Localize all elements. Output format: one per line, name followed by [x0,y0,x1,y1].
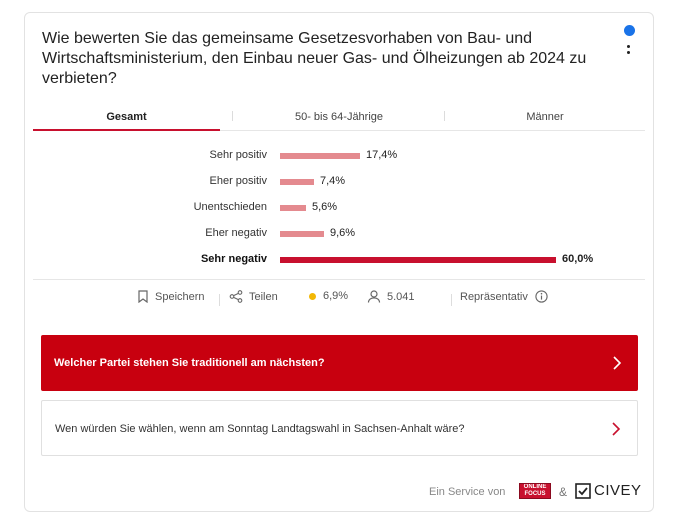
representative-info[interactable]: Repräsentativ [460,290,548,303]
bookmark-icon [138,290,148,303]
stats-divider [219,294,220,306]
participants-count: 5.041 [387,290,415,303]
share-icon [229,290,243,303]
poll-widget: Wie bewerten Sie das gemeinsame Gesetzes… [24,12,654,512]
ampersand: & [559,485,568,499]
poll-question: Wie bewerten Sie das gemeinsame Gesetzes… [42,30,587,87]
info-icon [535,290,548,303]
kebab-dot-icon [627,45,630,48]
stats-divider [451,294,452,306]
bar-value-label: 5,6% [312,201,338,213]
bar-value-label: 9,6% [330,227,356,239]
related-question-label: Wen würden Sie wählen, wenn am Sonntag L… [55,423,465,435]
civey-logo[interactable]: CIVEY [575,483,642,499]
civey-wordmark: CIVEY [594,482,642,499]
next-question-button[interactable]: Welcher Partei stehen Sie traditionell a… [41,335,638,391]
service-text: Ein Service von [429,486,506,498]
more-options-button[interactable] [621,25,639,59]
kebab-dot-icon [627,51,630,54]
bar-label: Unentschieden [193,201,267,213]
segment-tabs: Gesamt 50- bis 64-Jährige Männer [33,109,645,131]
bar-value-label: 60,0% [562,253,594,265]
bar-label: Sehr negativ [200,253,267,265]
bar-value-label: 7,4% [320,175,346,187]
result-chart: Sehr positiv 17,4% Eher positiv 7,4% Unentsc… [33,141,645,271]
save-label: Speichern [155,290,205,303]
logo-line-1: ONLINE [523,484,547,490]
bar-label: Sehr positiv [209,149,267,161]
chevron-right-icon [613,356,622,370]
logo-line-2: FOCUS [524,491,546,497]
bar [280,205,306,211]
bar [280,257,556,263]
notification-dot-icon [624,25,635,36]
share-label: Teilen [249,290,278,303]
bar [280,179,314,185]
error-margin-value: 6,9% [323,290,349,302]
error-margin: 6,9% [309,290,348,302]
tab-maenner[interactable]: Männer [526,111,564,123]
participants: 5.041 [367,290,415,303]
civey-check-icon [575,483,591,499]
next-question-label: Welcher Partei stehen Sie traditionell a… [54,357,325,369]
chevron-right-icon [612,422,621,436]
focus-online-logo[interactable]: ONLINE FOCUS [519,483,551,499]
bar-label: Eher positiv [209,175,267,187]
tab-50-64[interactable]: 50- bis 64-Jährige [294,111,384,123]
share-button[interactable]: Teilen [229,290,278,303]
tab-divider [444,111,445,121]
bar-label: Eher negativ [205,227,267,239]
bar [280,231,324,237]
tab-divider [232,111,233,121]
divider [33,279,645,280]
bar-value-label: 17,4% [366,149,398,161]
error-margin-dot-icon [309,292,316,300]
person-icon [367,290,381,303]
tab-gesamt[interactable]: Gesamt [33,109,220,131]
save-button[interactable]: Speichern [137,290,205,303]
representative-label: Repräsentativ [460,290,528,303]
bar [280,153,360,159]
related-question-button[interactable]: Wen würden Sie wählen, wenn am Sonntag L… [41,400,638,456]
